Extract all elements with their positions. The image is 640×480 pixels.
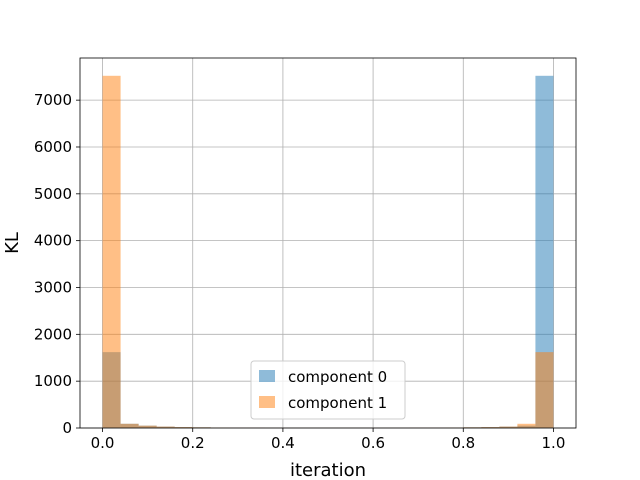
x-tick-label: 1.0 (542, 434, 566, 452)
y-axis-label: KL (2, 232, 23, 254)
x-axis-label: iteration (290, 460, 366, 480)
legend-swatch-component-0 (259, 370, 275, 382)
y-tick-label: 1000 (34, 372, 72, 390)
legend-label-component-0: component 0 (288, 368, 387, 386)
bar-series-1-bin-1 (120, 423, 139, 428)
y-tick-label: 4000 (34, 232, 72, 250)
x-axis-ticks: 0.0 0.2 0.4 0.6 0.8 1.0 (91, 428, 566, 452)
bar-series-1-bin-3 (156, 426, 175, 428)
y-tick-label: 2000 (34, 325, 72, 343)
y-tick-label: 5000 (34, 185, 72, 203)
x-tick-label: 0.8 (451, 434, 475, 452)
bar-series-1-bin-24 (535, 352, 554, 428)
x-tick-label: 0.0 (91, 434, 115, 452)
y-tick-label: 7000 (34, 91, 72, 109)
plot-frame (79, 57, 577, 429)
legend-box (250, 360, 406, 420)
y-tick-label: 3000 (34, 278, 72, 296)
legend-swatch-component-1 (259, 396, 275, 408)
bar-series-0-bin-24 (535, 75, 554, 428)
x-tick-label: 0.6 (361, 434, 385, 452)
bar-series-1-bin-23 (517, 423, 536, 428)
y-tick-label: 0 (62, 419, 72, 437)
bar-series-1-bin-2 (138, 425, 157, 428)
bar-series-1-bin-4 (174, 427, 193, 428)
bar-series-1-bin-21 (481, 427, 500, 428)
legend: component 0 component 1 (250, 360, 406, 420)
legend-label-component-1: component 1 (288, 394, 387, 412)
bar-series-1-bin-0 (102, 75, 121, 428)
x-tick-label: 0.4 (271, 434, 295, 452)
bars-group (102, 75, 554, 428)
x-tick-label: 0.2 (181, 434, 205, 452)
bar-series-1-bin-22 (499, 426, 518, 428)
y-tick-label: 6000 (34, 138, 72, 156)
y-axis-ticks: 0 1000 2000 3000 4000 5000 6000 7000 (34, 91, 80, 437)
